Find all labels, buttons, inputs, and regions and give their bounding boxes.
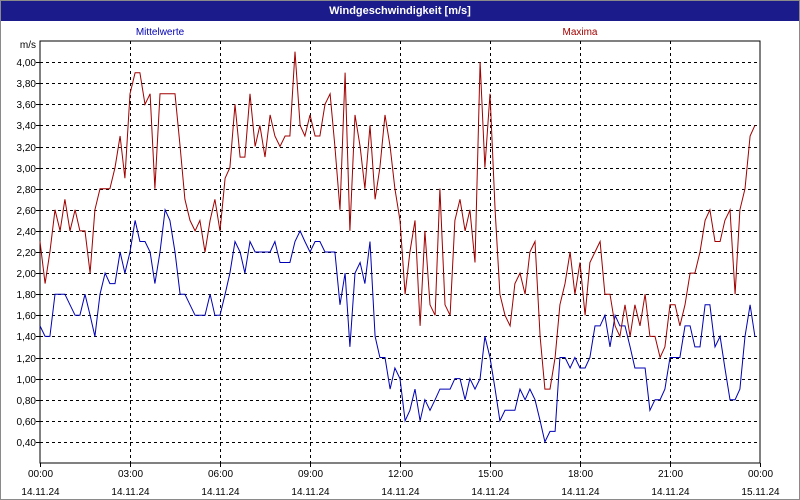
- legend-label-mittelwerte: Mittelwerte: [136, 27, 185, 38]
- y-tick-label: 3,60: [17, 100, 37, 111]
- y-tick-label: 0,40: [17, 438, 37, 449]
- series: [39, 51, 756, 444]
- x-tick-time-label: 15:00: [478, 469, 503, 480]
- y-tick-label: 2,00: [17, 269, 37, 280]
- x-tick-date-label: 14.11.24: [471, 487, 510, 498]
- y-tick-label: 3,00: [17, 164, 37, 175]
- x-tick-time-label: 12:00: [388, 469, 413, 480]
- window-title: Windgeschwindigkeit [m/s]: [329, 5, 471, 17]
- wind-speed-chart: 0,40 0,60 0,80 1,00 1,20 1,40 1,60 1,80 2,00 2,20…: [17, 27, 780, 498]
- x-tick-time-label: 06:00: [208, 469, 233, 480]
- series-line-maxima: [39, 51, 756, 390]
- y-tick-label: 1,80: [17, 290, 37, 301]
- y-tick-label: 2,40: [17, 227, 37, 238]
- y-tick-label: 2,60: [17, 206, 37, 217]
- x-tick-time-label: 03:00: [118, 469, 143, 480]
- title-bar: Windgeschwindigkeit [m/s]: [1, 1, 799, 21]
- x-tick-date-label: 14.11.24: [201, 487, 240, 498]
- y-tick-label: 2,80: [17, 185, 37, 196]
- x-tick-date-label: 15.11.24: [741, 487, 780, 498]
- x-tick-date-label: 14.11.24: [381, 487, 420, 498]
- x-tick-date-label: 14.11.24: [651, 487, 690, 498]
- y-unit-label: m/s: [20, 40, 36, 51]
- x-tick-time-label: 18:00: [568, 469, 593, 480]
- y-tick-label: 3,20: [17, 143, 37, 154]
- x-tick-time-label: 00:00: [28, 469, 53, 480]
- x-tick-time-label: 09:00: [298, 469, 323, 480]
- y-axis: 0,40 0,60 0,80 1,00 1,20 1,40 1,60 1,80 2,00 2,20…: [17, 40, 40, 449]
- x-tick-date-label: 14.11.24: [111, 487, 150, 498]
- y-tick-label: 1,00: [17, 375, 37, 386]
- y-tick-label: 4,00: [17, 58, 37, 69]
- y-tick-label: 0,80: [17, 396, 37, 407]
- x-tick-time-label: 00:00: [748, 469, 773, 480]
- y-tick-label: 1,20: [17, 354, 37, 365]
- y-tick-label: 3,40: [17, 121, 37, 132]
- x-tick-time-label: 21:00: [658, 469, 683, 480]
- x-tick-date-label: 14.11.24: [21, 487, 60, 498]
- y-tick-label: 1,40: [17, 332, 37, 343]
- x-axis: 00:00 14.11.24 03:00 14.11.24 06:00 14.11.24 0…: [21, 463, 780, 498]
- y-tick-label: 2,20: [17, 248, 37, 259]
- grid: [40, 41, 760, 463]
- x-tick-date-label: 14.11.24: [291, 487, 330, 498]
- y-tick-label: 0,60: [17, 417, 37, 428]
- legend-label-maxima: Maxima: [562, 27, 597, 38]
- y-tick-label: 1,60: [17, 311, 37, 322]
- legend: Mittelwerte Maxima: [136, 27, 598, 38]
- x-tick-date-label: 14.11.24: [561, 487, 600, 498]
- y-tick-label: 3,80: [17, 79, 37, 90]
- series-line-mittelwerte: [39, 207, 756, 444]
